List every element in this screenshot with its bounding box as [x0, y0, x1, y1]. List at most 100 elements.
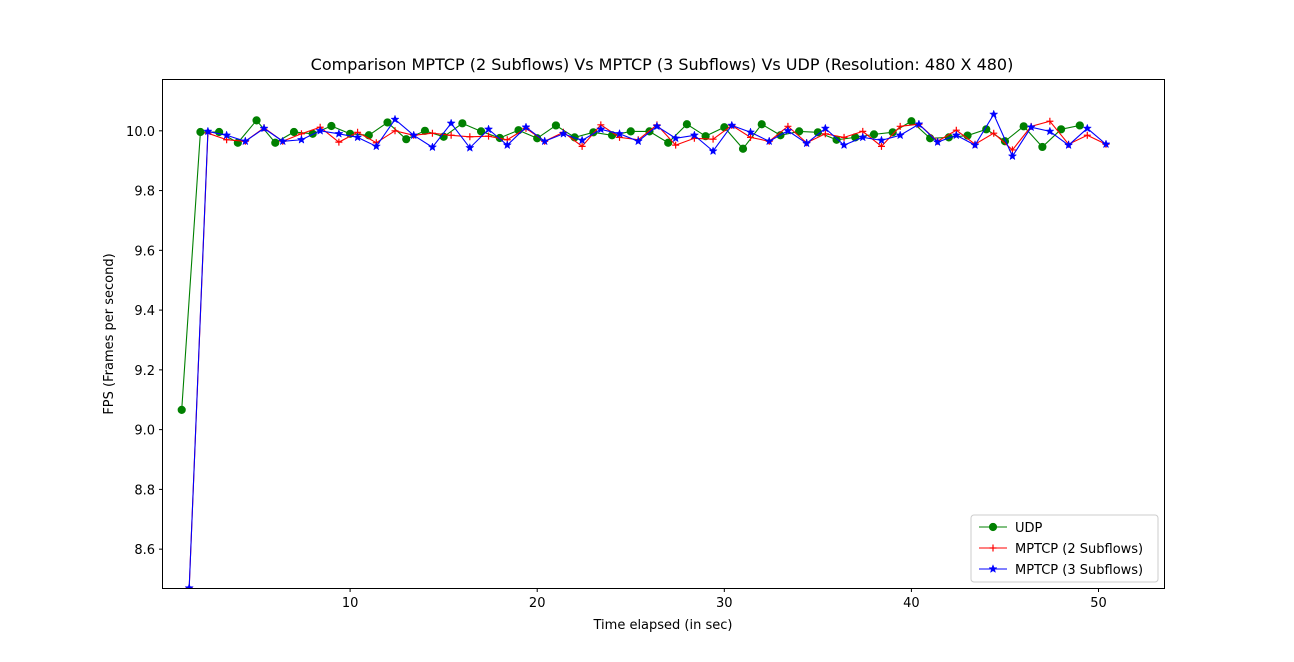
- y-tick-label: 9.2: [134, 364, 155, 379]
- data-point: [670, 133, 681, 143]
- data-point: [895, 130, 905, 140]
- data-point: [858, 132, 868, 142]
- data-point: [252, 116, 261, 125]
- legend-marker: [988, 522, 998, 532]
- y-tick-label: 9.8: [134, 185, 155, 200]
- data-point: [896, 122, 904, 130]
- data-point: [747, 133, 755, 141]
- data-point: [783, 125, 793, 135]
- legend-marker: [988, 564, 998, 573]
- data-point: [614, 128, 625, 138]
- data-point: [352, 132, 363, 142]
- data-point: [596, 124, 606, 134]
- data-point: [821, 130, 829, 138]
- data-point: [914, 119, 924, 129]
- data-point: [334, 128, 344, 138]
- data-point: [1101, 139, 1111, 149]
- data-point: [259, 123, 269, 133]
- data-point: [335, 138, 343, 146]
- data-point: [447, 131, 455, 139]
- y-tick-label: 8.6: [134, 543, 155, 558]
- legend-label: MPTCP (2 Subflows): [1015, 542, 1143, 557]
- legend-item: MPTCP (2 Subflows): [979, 542, 1143, 557]
- data-point: [626, 127, 635, 136]
- data-point: [672, 141, 680, 149]
- legend-box: [970, 514, 1159, 583]
- data-point: [888, 128, 897, 137]
- data-point: [1082, 123, 1092, 133]
- data-point: [383, 118, 392, 127]
- data-point: [223, 136, 231, 144]
- data-point: [951, 130, 961, 140]
- data-point: [1019, 122, 1028, 131]
- data-point: [1007, 151, 1018, 161]
- x-tick-label: 40: [903, 596, 920, 611]
- data-point: [327, 121, 336, 131]
- data-point: [932, 137, 943, 147]
- x-tick-label: 30: [716, 596, 733, 611]
- data-point: [926, 134, 935, 143]
- data-point: [795, 127, 804, 136]
- data-point: [1075, 121, 1084, 130]
- legend: UDP MPTCP (2 Subflows) MPTCP (3 Subflows): [970, 514, 1159, 583]
- y-tick-label: 9.4: [134, 304, 155, 319]
- legend-label: MPTCP (3 Subflows): [1015, 563, 1143, 578]
- data-point: [1083, 131, 1091, 139]
- data-point: [745, 127, 756, 137]
- data-point: [578, 142, 586, 150]
- series-mptcp-3-subflows-: [184, 109, 1111, 588]
- data-point: [271, 138, 280, 147]
- data-point: [315, 125, 325, 135]
- data-point: [1045, 126, 1055, 136]
- y-tick-label: 9.6: [134, 244, 155, 259]
- x-tick-label: 50: [1090, 596, 1107, 611]
- y-axis-label: FPS (Frames per second): [102, 253, 117, 414]
- data-point: [839, 140, 849, 150]
- data-point: [458, 119, 467, 128]
- data-point: [757, 120, 766, 129]
- data-point: [907, 117, 916, 126]
- data-point: [764, 136, 774, 146]
- data-point: [371, 141, 381, 151]
- data-point: [485, 132, 493, 140]
- data-point: [278, 136, 288, 146]
- data-point: [989, 109, 999, 119]
- data-point: [521, 122, 531, 132]
- data-point: [738, 144, 748, 153]
- data-point: [652, 121, 662, 131]
- data-point: [633, 136, 643, 146]
- y-axis: 8.6 8.8 9.0 9.2 9.4 9.6 9.8 10.0: [126, 125, 163, 558]
- data-point: [221, 130, 232, 140]
- data-point: [203, 126, 213, 136]
- data-point: [177, 405, 186, 415]
- data-point: [876, 135, 887, 145]
- data-point: [708, 146, 718, 156]
- data-point: [551, 121, 561, 130]
- data-point: [391, 127, 399, 135]
- data-point: [402, 135, 411, 144]
- data-point: [840, 133, 848, 141]
- data-point: [577, 135, 587, 145]
- data-point: [184, 583, 194, 588]
- y-tick-label: 10.0: [126, 125, 155, 140]
- series-udp: [177, 116, 1084, 415]
- data-point: [240, 136, 251, 146]
- data-point: [820, 123, 831, 133]
- series-line: [188, 120, 1107, 588]
- data-point: [465, 142, 475, 152]
- series-layer: [177, 109, 1111, 588]
- plot-frame: [162, 79, 1165, 589]
- data-point: [428, 129, 436, 137]
- data-point: [1038, 142, 1047, 152]
- data-point: [466, 133, 474, 141]
- data-point: [813, 128, 822, 137]
- series-line: [188, 113, 1107, 588]
- data-point: [476, 127, 486, 136]
- data-point: [502, 140, 512, 150]
- x-tick-label: 10: [342, 596, 359, 611]
- data-point: [877, 142, 885, 150]
- data-point: [446, 118, 456, 128]
- data-point: [390, 114, 400, 124]
- data-point: [589, 128, 598, 137]
